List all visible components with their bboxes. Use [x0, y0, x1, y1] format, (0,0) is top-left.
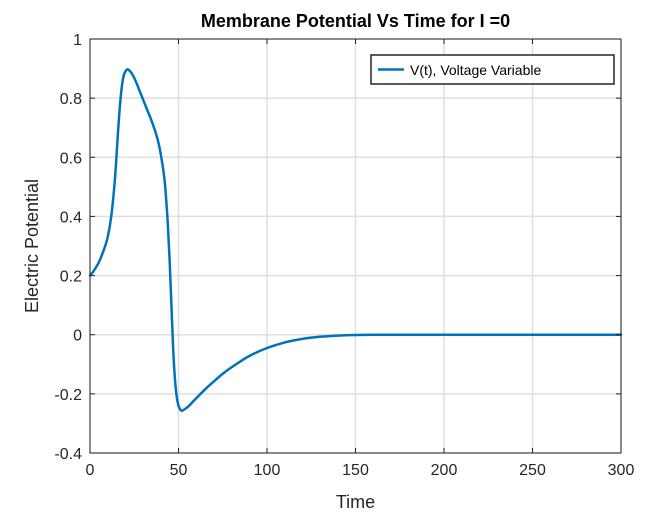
y-tick-label: 1 [73, 32, 82, 49]
x-tick-label: 0 [86, 462, 95, 479]
legend-box [370, 54, 615, 85]
chart-title: Membrane Potential Vs Time for I =0 [201, 11, 510, 31]
tick-labels: 0 50 100 150 200 250 300 -0.4 -0.2 0 0.2 0.4 0.6 0.8 1 [54, 32, 634, 479]
x-tick-label: 200 [431, 462, 458, 479]
y-axis-title: Electric Potential [22, 179, 42, 313]
y-tick-label: -0.2 [54, 387, 82, 404]
x-tick-label: 150 [342, 462, 369, 479]
series-layer [88, 68, 623, 412]
y-tick-label: 0 [73, 328, 82, 345]
x-tick-label: 50 [170, 462, 188, 479]
x-tick-label: 250 [519, 462, 546, 479]
plot-frame [89, 38, 622, 454]
y-tick-label: 0.8 [60, 91, 82, 108]
y-tick-label: 0.2 [60, 269, 82, 286]
y-tick-label: 0.4 [60, 209, 82, 226]
legend: V(t), Voltage Variable [370, 54, 615, 85]
x-tick-label: 300 [608, 462, 635, 479]
y-tick-label: -0.4 [54, 446, 82, 463]
x-axis-title: Time [336, 492, 375, 512]
x-tick-label: 100 [254, 462, 281, 479]
y-tick-label: 0.6 [60, 150, 82, 167]
legend-label: V(t), Voltage Variable [410, 62, 541, 78]
series-line [88, 68, 623, 412]
